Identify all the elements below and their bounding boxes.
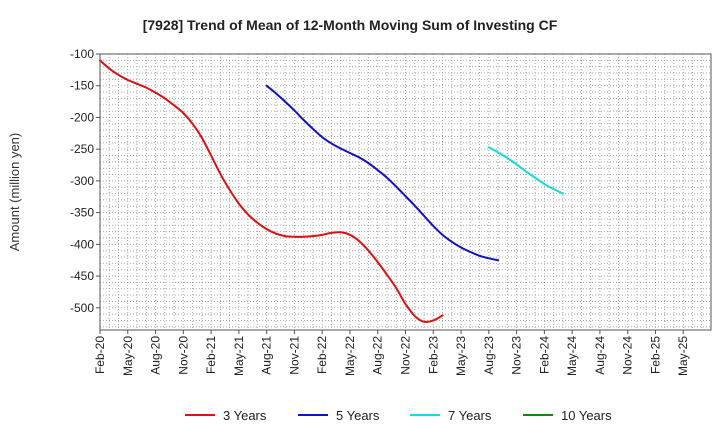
y-tick-label: -350 (70, 206, 94, 220)
x-tick-label: Nov-22 (399, 336, 413, 375)
x-tick-label: Aug-24 (593, 336, 607, 375)
chart-title: [7928] Trend of Mean of 12-Month Moving … (143, 17, 558, 33)
x-tick-label: Feb-21 (204, 336, 218, 374)
y-tick-label: -200 (70, 110, 94, 124)
series-lines (99, 59, 564, 324)
legend-label-7-years: 7 Years (448, 408, 492, 423)
x-tick-label: Feb-20 (93, 336, 107, 374)
y-tick-label: -500 (70, 301, 94, 315)
x-tick-label: May-22 (343, 336, 357, 376)
x-tick-label: May-24 (565, 336, 579, 376)
x-tick-label: May-23 (454, 336, 468, 376)
y-axis-label: Amount (million yen) (7, 133, 22, 252)
x-tick-label: Feb-23 (426, 336, 440, 374)
y-tick-label: -250 (70, 142, 94, 156)
x-tick-label: Aug-21 (260, 336, 274, 375)
legend-label-5-years: 5 Years (336, 408, 380, 423)
x-tick-label: May-21 (232, 336, 246, 376)
series-line-3-years (99, 59, 444, 324)
x-tick-label: Aug-23 (482, 336, 496, 375)
x-tick-label: Nov-24 (621, 336, 635, 375)
x-tick-label: Feb-24 (537, 336, 551, 374)
legend: 3 Years 5 Years 7 Years 10 Years (185, 408, 612, 423)
legend-label-3-years: 3 Years (223, 408, 267, 423)
y-tick-label: -300 (70, 174, 94, 188)
x-tick-label: Feb-22 (315, 336, 329, 374)
x-tick-label: Aug-20 (149, 336, 163, 375)
y-tick-label: -100 (70, 47, 94, 61)
grid (99, 53, 712, 330)
x-tick-label: May-20 (121, 336, 135, 376)
y-tick-label: -450 (70, 269, 94, 283)
x-tick-label: Nov-21 (287, 336, 301, 375)
x-tick-label: Feb-25 (648, 336, 662, 374)
axes: -100 -150 -200 -250 -300 -350 -400 -450 -500 Feb-… (70, 47, 712, 376)
legend-label-10-years: 10 Years (561, 408, 612, 423)
y-tick-label: -400 (70, 237, 94, 251)
series-line-7-years (487, 146, 564, 195)
series-line-5-years (265, 84, 500, 262)
x-tick-label: May-25 (676, 336, 690, 376)
x-tick-label: Nov-20 (176, 336, 190, 375)
y-tick-label: -150 (70, 79, 94, 93)
x-tick-label: Nov-23 (510, 336, 524, 375)
x-tick-label: Aug-22 (371, 336, 385, 375)
